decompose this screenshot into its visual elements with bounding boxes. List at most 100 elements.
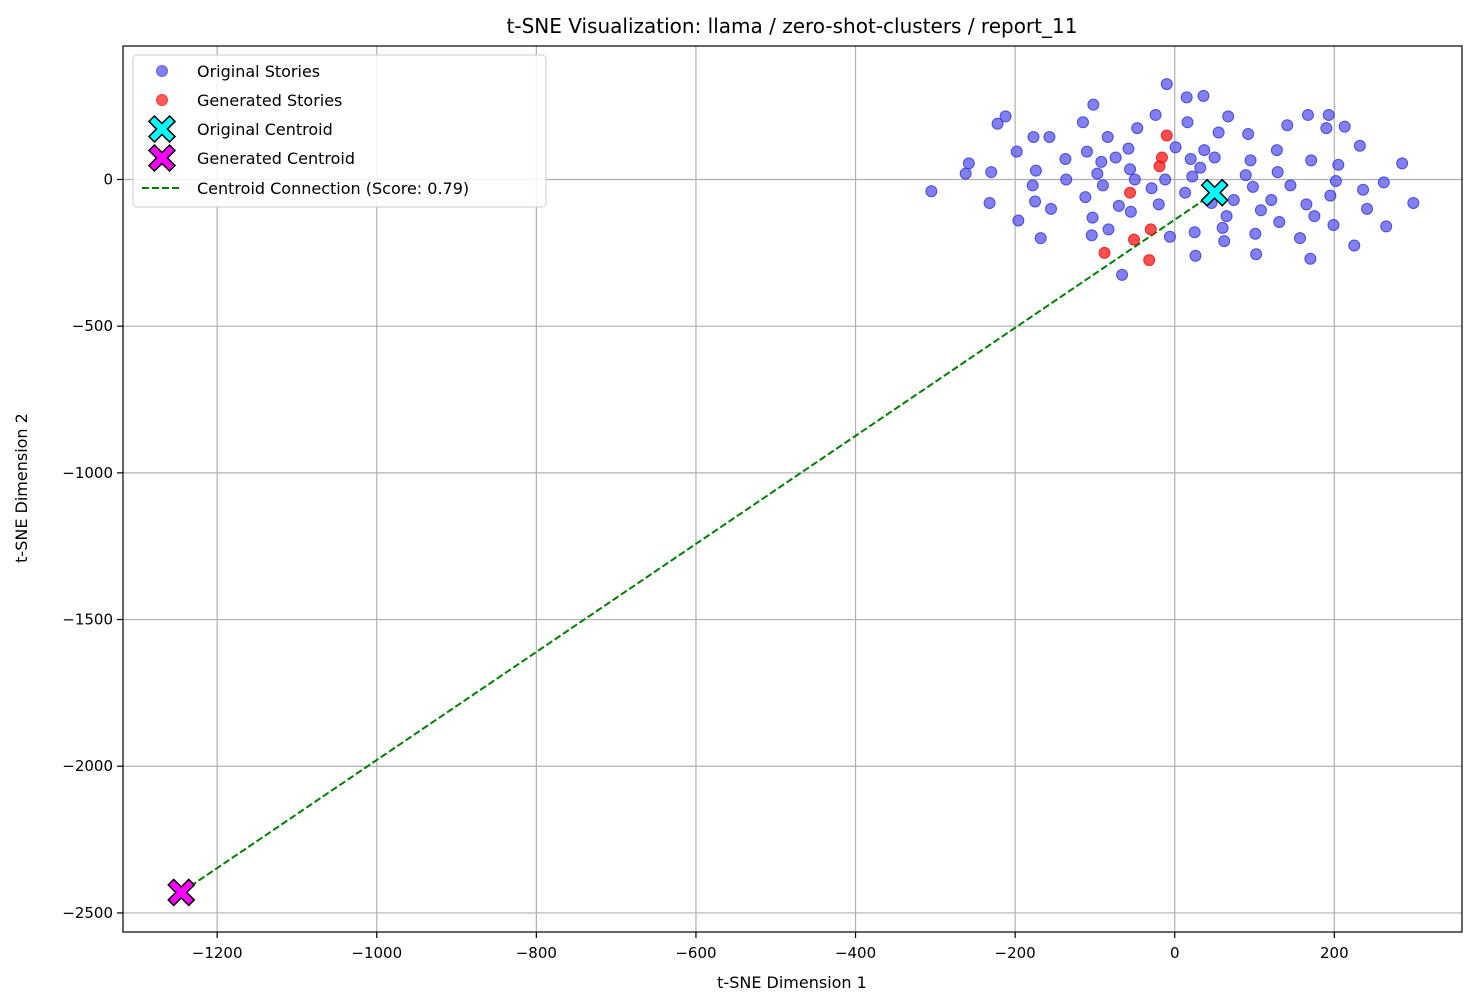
original-story-point	[1181, 116, 1194, 129]
original-story-point	[1060, 173, 1073, 186]
original-story-point	[1131, 122, 1144, 135]
original-story-point	[1149, 108, 1162, 121]
original-story-point	[1357, 183, 1370, 196]
original-story-point	[1186, 170, 1199, 183]
generated-story-point	[1160, 129, 1173, 142]
original-story-point	[1045, 202, 1058, 215]
y-axis-label: t-SNE Dimension 2	[12, 413, 31, 563]
original-story-point	[1128, 173, 1141, 186]
original-story-point	[1124, 163, 1137, 176]
legend-label: Centroid Connection (Score: 0.79)	[197, 179, 469, 198]
original-story-point	[1189, 249, 1202, 262]
generated-story-point	[1128, 233, 1141, 246]
original-story-point	[1281, 119, 1294, 132]
original-story-point	[1353, 139, 1366, 152]
grid-lines	[123, 46, 1462, 932]
x-tick-label: −200	[995, 944, 1036, 962]
original-story-point	[1095, 155, 1108, 168]
original-story-point	[1034, 232, 1047, 245]
y-tick-label: −2000	[62, 757, 113, 775]
centroid-marker-layer	[167, 178, 1229, 907]
original-story-point	[1242, 128, 1255, 141]
original-story-point	[1322, 108, 1335, 121]
original-story-point	[1324, 189, 1337, 202]
legend-swatch	[156, 65, 168, 77]
original-story-point	[983, 196, 996, 209]
original-story-point	[1080, 145, 1093, 158]
tick-layer: −1200 −1000 −800 −600 −400 −200 0 2000−500−1000…	[62, 170, 1348, 962]
original-story-point	[1116, 268, 1129, 281]
original-story-point	[1222, 110, 1235, 123]
original-story-point	[1169, 141, 1182, 154]
original-story-point	[1184, 152, 1197, 165]
original-story-point	[1212, 126, 1225, 139]
original-story-point	[1308, 210, 1321, 223]
original-story-point	[1010, 145, 1023, 158]
original-story-point	[1332, 158, 1345, 171]
original-story-point	[991, 117, 1004, 130]
original-centroid-marker	[1200, 178, 1229, 207]
original-story-point	[1122, 142, 1135, 155]
original-story-point	[1270, 144, 1283, 157]
original-story-point	[1246, 180, 1259, 193]
original-story-point	[1377, 176, 1390, 189]
original-story-point	[1294, 232, 1307, 245]
original-story-point	[1159, 173, 1172, 186]
original-story-point	[1407, 196, 1420, 209]
original-story-point	[1254, 204, 1267, 217]
legend-swatch	[147, 143, 177, 173]
original-story-point	[1329, 174, 1342, 187]
original-story-point	[959, 167, 972, 180]
x-axis-label: t-SNE Dimension 1	[717, 973, 867, 992]
x-tick-label: 0	[1170, 944, 1180, 962]
original-story-point	[1026, 179, 1039, 192]
original-story-point	[1216, 221, 1229, 234]
plot-frame	[122, 45, 1463, 933]
original-story-point	[1305, 154, 1318, 167]
y-tick-label: −1500	[62, 611, 113, 629]
original-story-point	[1396, 157, 1409, 170]
y-tick-label: −2500	[62, 904, 113, 922]
original-story-point	[1239, 169, 1252, 182]
legend-swatch	[156, 94, 168, 106]
centroid-connection-line	[180, 191, 1216, 894]
generated-story-point	[1155, 151, 1168, 164]
original-story-point	[1027, 130, 1040, 143]
legend-label: Generated Centroid	[197, 149, 355, 168]
original-story-point	[1145, 182, 1158, 195]
x-tick-label: −1200	[192, 944, 243, 962]
y-tick-label: 0	[103, 170, 113, 188]
x-tick-label: −600	[675, 944, 716, 962]
original-story-point	[1152, 198, 1165, 211]
original-story-point	[1043, 130, 1056, 143]
original-story-point	[1284, 179, 1297, 192]
original-story-point	[1109, 151, 1122, 164]
original-story-point	[1029, 164, 1042, 177]
original-story-point	[1300, 198, 1313, 211]
original-story-point	[1273, 216, 1286, 229]
generated-story-point	[1098, 246, 1111, 259]
x-tick-label: −400	[835, 944, 876, 962]
original-story-point	[1197, 89, 1210, 102]
original-story-point	[1249, 227, 1262, 240]
original-story-point	[1163, 230, 1176, 243]
original-story-point	[1012, 214, 1025, 227]
original-story-point	[1101, 130, 1114, 143]
x-tick-label: −1000	[351, 944, 402, 962]
original-story-point	[1244, 154, 1257, 167]
y-tick-label: −1000	[62, 464, 113, 482]
original-story-point	[925, 185, 938, 198]
original-story-point	[1194, 161, 1207, 174]
original-story-point	[1102, 223, 1115, 236]
original-story-point	[1076, 116, 1089, 129]
legend-swatch	[147, 114, 177, 144]
original-story-point	[1096, 179, 1109, 192]
original-story-point	[999, 110, 1012, 123]
generated-story-point	[1144, 223, 1157, 236]
legend-label: Original Centroid	[197, 120, 333, 139]
original-story-point	[1348, 239, 1361, 252]
legend-label: Generated Stories	[197, 91, 342, 110]
generated-centroid-marker	[167, 878, 196, 907]
x-tick-label: −800	[516, 944, 557, 962]
connection-line-layer	[180, 191, 1216, 894]
